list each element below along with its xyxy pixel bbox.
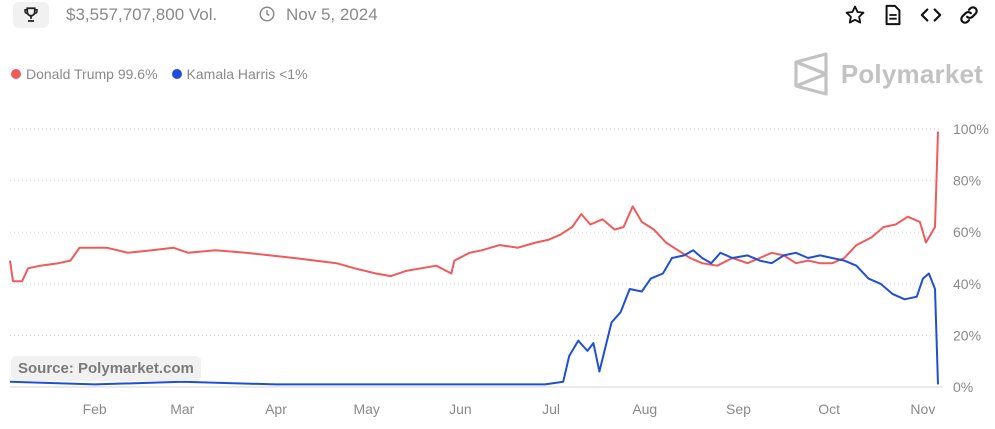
- x-tick-label: Aug: [632, 401, 657, 417]
- clock-icon: [259, 6, 275, 22]
- favorite-button[interactable]: [841, 2, 869, 28]
- document-icon: [885, 4, 901, 26]
- y-tick-label: 20%: [953, 327, 981, 343]
- chart-grid: [10, 128, 942, 388]
- source-label: Source: Polymarket.com: [11, 356, 201, 381]
- x-tick-label: Jul: [542, 401, 560, 417]
- trophy-button[interactable]: [13, 2, 49, 28]
- y-axis-ticks: 100% 80% 60% 40% 20% 0%: [953, 121, 989, 395]
- y-tick-label: 40%: [953, 276, 981, 292]
- y-tick-label: 80%: [953, 173, 981, 189]
- x-tick-label: Sep: [726, 401, 751, 417]
- x-tick-label: Oct: [818, 401, 840, 417]
- end-date-label: Nov 5, 2024: [286, 5, 378, 24]
- y-tick-label: 60%: [953, 224, 981, 240]
- y-tick-label: 0%: [953, 379, 973, 395]
- x-tick-label: Nov: [910, 401, 935, 417]
- chart-legend: Donald Trump 99.6% Kamala Harris <1%: [11, 66, 308, 82]
- legend-swatch-harris: [171, 69, 182, 79]
- x-tick-label: Apr: [265, 401, 287, 417]
- legend-item-trump: Donald Trump 99.6%: [11, 66, 158, 82]
- x-tick-label: Jun: [449, 401, 472, 417]
- brand-name: Polymarket: [840, 58, 983, 89]
- document-button[interactable]: [879, 2, 907, 28]
- header-actions: [841, 2, 983, 28]
- chart-series: [9, 131, 939, 386]
- y-tick-label: 100%: [953, 121, 989, 137]
- copy-link-button[interactable]: [955, 2, 983, 28]
- legend-label-harris: Kamala Harris <1%: [186, 66, 308, 82]
- link-icon: [960, 6, 978, 24]
- legend-label-trump: Donald Trump 99.6%: [26, 66, 158, 82]
- trophy-icon: [24, 7, 38, 22]
- x-tick-label: Feb: [83, 401, 107, 417]
- x-tick-label: Mar: [170, 401, 194, 417]
- legend-swatch-trump: [11, 69, 21, 79]
- embed-button[interactable]: [917, 2, 945, 28]
- legend-item-harris: Kamala Harris <1%: [171, 66, 308, 82]
- polymarket-logo-icon: [794, 52, 828, 96]
- x-axis-ticks: Feb Mar Apr May Jun Jul Aug Sep Oct Nov: [83, 401, 936, 417]
- code-icon: [920, 8, 942, 22]
- market-header: $3,557,707,800 Vol. Nov 5, 2024: [0, 0, 995, 30]
- star-icon: [845, 5, 865, 24]
- series-line-trump: [9, 131, 939, 283]
- series-line-harris: [9, 249, 939, 386]
- volume-label: $3,557,707,800 Vol.: [66, 5, 218, 24]
- x-tick-label: May: [353, 401, 379, 417]
- polymarket-brand: Polymarket: [793, 52, 983, 96]
